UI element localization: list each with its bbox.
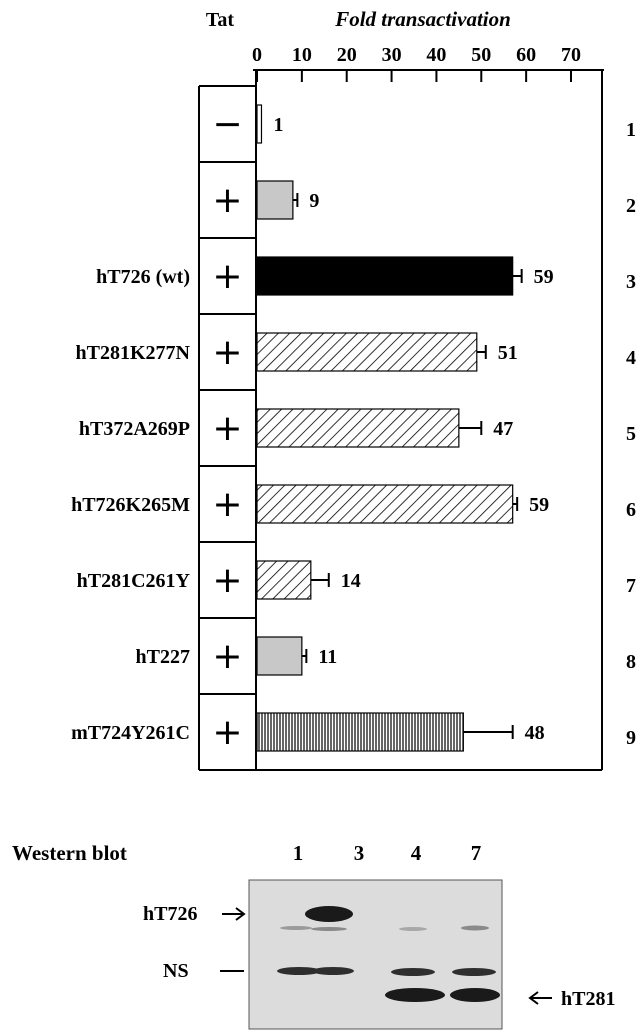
western-blot-title: Western blot <box>12 841 127 865</box>
data-label: 51 <box>498 342 518 364</box>
bar <box>256 104 263 144</box>
x-tick-label: 40 <box>426 44 446 66</box>
tat-column-header: Tat <box>206 9 235 31</box>
blot-label-hT281: hT281 <box>561 988 615 1010</box>
tat-symbol: + <box>212 408 242 449</box>
bar <box>256 256 514 296</box>
band-hT281-lane7 <box>450 988 500 1002</box>
x-tick-label: 0 <box>252 44 262 66</box>
ns-band-lane7 <box>452 968 496 976</box>
x-axis-title: Fold transactivation <box>334 7 511 31</box>
lane-number: 6 <box>626 499 636 521</box>
data-label: 59 <box>534 266 554 288</box>
tat-symbol: + <box>212 712 242 753</box>
blot-lane-number: 3 <box>354 841 365 865</box>
arrow-hT281 <box>528 991 552 1005</box>
chart-rows: −1 1+ 9 2+hT726 (wt) 59 3+hT281K277N 51 4+hT372… <box>71 104 636 753</box>
data-label: 14 <box>341 570 361 592</box>
faint-band-lane3 <box>311 927 347 931</box>
data-label: 1 <box>273 114 283 136</box>
tat-symbol: + <box>212 484 242 525</box>
x-tick-label: 10 <box>292 44 312 66</box>
x-axis-tick-labels: 0 10 20 30 40 50 60 70 <box>252 44 581 66</box>
row-label: hT281K277N <box>76 342 191 364</box>
row-label: hT372A269P <box>79 418 190 440</box>
faint-band-lane1 <box>280 926 312 930</box>
faint-band-lane4 <box>399 927 427 931</box>
band-hT726-lane3 <box>305 906 353 922</box>
bar <box>256 180 294 220</box>
bar <box>256 332 478 372</box>
blot-lane-number: 1 <box>293 841 304 865</box>
lane-number: 5 <box>626 423 636 445</box>
x-tick-label: 70 <box>561 44 581 66</box>
lane-number: 4 <box>626 347 636 369</box>
data-label: 48 <box>525 722 545 744</box>
blot-lane-numbers: 1 3 4 7 <box>293 841 482 865</box>
bar <box>256 712 464 752</box>
lane-number: 7 <box>626 575 636 597</box>
blot-bands <box>277 906 500 1002</box>
band-hT281-lane4 <box>385 988 445 1002</box>
ns-band-lane4 <box>391 968 435 976</box>
tat-symbol: + <box>212 256 242 297</box>
x-tick-label: 50 <box>471 44 491 66</box>
data-label: 9 <box>309 190 319 212</box>
tat-symbol: + <box>212 636 242 677</box>
lane-number: 9 <box>626 727 636 749</box>
bar <box>256 560 312 600</box>
chart-frame <box>198 69 604 771</box>
row-label: hT726K265M <box>71 494 190 516</box>
row-label: hT281C261Y <box>77 570 191 592</box>
blot-label-NS: NS <box>163 960 189 982</box>
lane-number: 1 <box>626 119 636 141</box>
faint-band-lane7 <box>461 925 489 931</box>
row-label: mT724Y261C <box>71 722 190 744</box>
data-label: 59 <box>529 494 549 516</box>
arrow-hT726 <box>222 907 246 921</box>
lane-number: 2 <box>626 195 636 217</box>
tat-symbol: + <box>212 180 242 221</box>
data-label: 47 <box>493 418 513 440</box>
row-label: hT227 <box>136 646 190 668</box>
x-tick-label: 60 <box>516 44 536 66</box>
row-label: hT726 (wt) <box>96 266 190 288</box>
x-tick-label: 30 <box>382 44 402 66</box>
blot-label-hT726: hT726 <box>143 903 197 925</box>
blot-lane-number: 7 <box>471 841 482 865</box>
tat-symbol: + <box>212 332 242 373</box>
ns-band-lane3 <box>312 967 354 975</box>
tat-symbol: + <box>212 560 242 601</box>
blot-membrane <box>248 879 503 1030</box>
bar <box>256 636 303 676</box>
blot-lane-number: 4 <box>411 841 422 865</box>
data-label: 11 <box>318 646 337 668</box>
lane-number: 8 <box>626 651 636 673</box>
ns-band-lane1 <box>277 967 321 975</box>
x-tick-label: 20 <box>337 44 357 66</box>
bar <box>256 408 460 448</box>
tat-symbol: − <box>212 104 242 145</box>
lane-number: 3 <box>626 271 636 293</box>
bar <box>256 484 514 524</box>
